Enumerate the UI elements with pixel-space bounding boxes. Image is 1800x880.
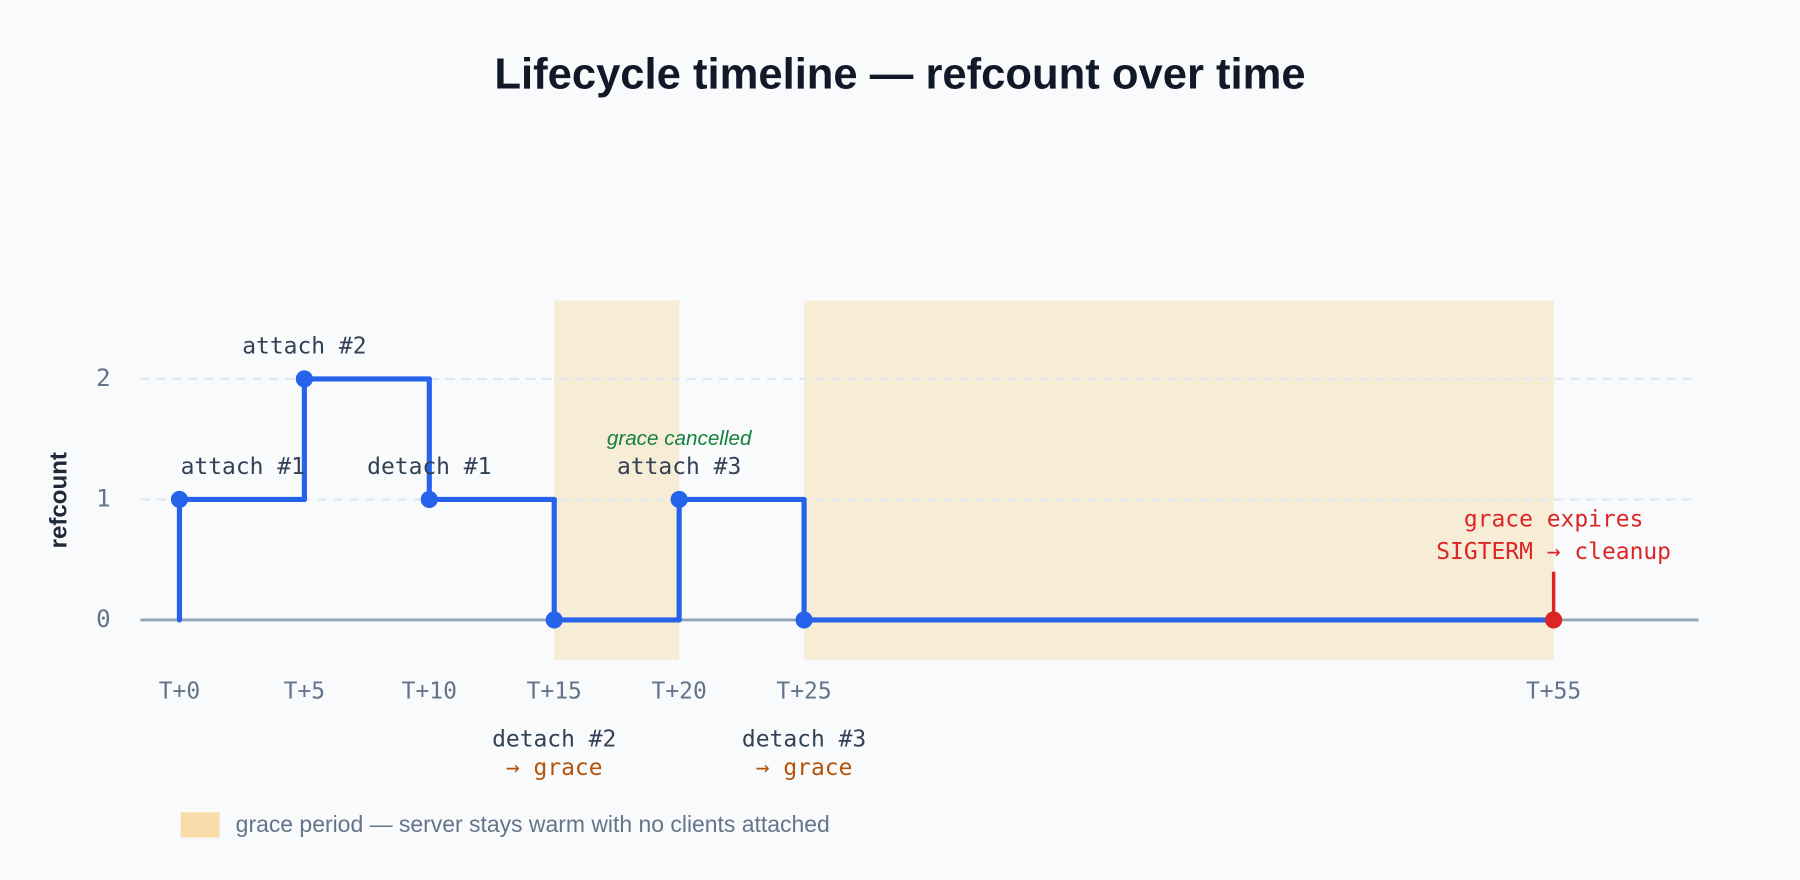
x-tick-label: T+25 bbox=[776, 678, 831, 704]
annotation: grace cancelled bbox=[607, 427, 753, 450]
x-tick-label: T+0 bbox=[159, 678, 200, 704]
y-tick-label: 2 bbox=[96, 364, 111, 392]
y-tick-label: 1 bbox=[96, 484, 111, 512]
event-label: → grace bbox=[506, 755, 603, 781]
x-tick-label: T+55 bbox=[1526, 678, 1581, 704]
event-label: attach #1 bbox=[181, 454, 305, 480]
event-label: detach #1 bbox=[367, 454, 491, 480]
legend-swatch bbox=[180, 812, 220, 838]
event-label: detach #3 bbox=[742, 727, 866, 753]
point bbox=[1545, 611, 1563, 629]
chart-title: Lifecycle timeline — refcount over time bbox=[494, 50, 1305, 98]
x-tick-label: T+10 bbox=[402, 678, 457, 704]
event-label: grace expires bbox=[1464, 507, 1644, 533]
point bbox=[670, 490, 688, 509]
event-label: attach #2 bbox=[242, 333, 366, 359]
grace-band bbox=[804, 300, 1554, 660]
point bbox=[420, 490, 438, 509]
x-tick-label: T+5 bbox=[284, 678, 325, 704]
legend-label: grace period — server stays warm with no… bbox=[236, 811, 830, 837]
grace-band bbox=[554, 300, 680, 660]
event-label: attach #3 bbox=[617, 454, 741, 480]
event-label: detach #2 bbox=[492, 727, 616, 753]
point bbox=[795, 611, 813, 629]
point bbox=[545, 611, 563, 629]
event-label: SIGTERM → cleanup bbox=[1436, 539, 1671, 565]
point bbox=[170, 490, 189, 509]
x-tick-label: T+15 bbox=[527, 678, 582, 704]
y-axis-label: refcount bbox=[46, 452, 73, 548]
y-tick-label: 0 bbox=[96, 605, 111, 633]
event-label: → grace bbox=[756, 755, 853, 781]
x-tick-label: T+20 bbox=[652, 678, 707, 704]
point bbox=[295, 370, 313, 388]
